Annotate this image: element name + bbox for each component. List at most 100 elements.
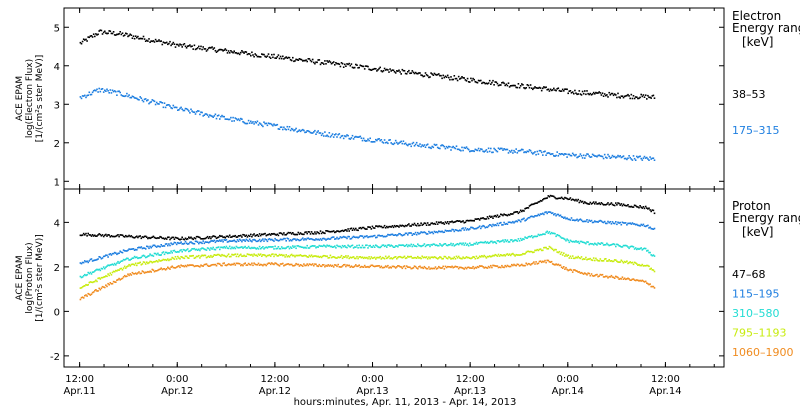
data-point (415, 233, 418, 236)
data-point (585, 93, 587, 96)
data-point (330, 256, 333, 259)
data-point (226, 52, 229, 54)
data-point (324, 255, 326, 257)
data-point (471, 244, 473, 246)
data-point (371, 257, 374, 260)
data-point (79, 234, 82, 237)
data-point (226, 235, 229, 237)
data-point (599, 155, 602, 157)
data-point (230, 50, 232, 52)
data-point (117, 252, 119, 255)
data-point (630, 279, 633, 281)
data-point (317, 255, 319, 258)
data-point (598, 242, 600, 245)
data-point (142, 247, 145, 249)
data-point (206, 114, 209, 116)
data-point (429, 224, 431, 226)
data-point (82, 261, 85, 264)
data-point (551, 248, 554, 251)
data-point (502, 214, 504, 217)
data-point (254, 121, 256, 123)
data-point (577, 93, 579, 95)
data-point (241, 246, 243, 248)
data-point (618, 278, 620, 280)
data-point (419, 72, 421, 74)
data-point (412, 224, 415, 226)
y-axis-label-line: ACE EPAM (15, 76, 25, 121)
data-point (426, 244, 429, 246)
data-point (638, 280, 640, 282)
data-point (389, 257, 391, 260)
data-point (84, 234, 86, 236)
data-point (227, 247, 230, 250)
data-point (216, 246, 219, 249)
data-point (501, 264, 503, 267)
data-point (530, 263, 533, 265)
data-point (443, 243, 446, 245)
data-point (282, 247, 284, 250)
data-point (563, 90, 565, 92)
data-point (324, 265, 326, 268)
data-point (275, 253, 277, 256)
data-point (175, 251, 178, 253)
data-point (574, 199, 576, 202)
data-point (149, 260, 151, 263)
data-point (538, 149, 541, 152)
data-point (357, 67, 359, 69)
data-point (442, 144, 444, 147)
data-point (146, 236, 148, 238)
data-point (505, 222, 508, 225)
data-point (627, 246, 629, 248)
data-point (262, 238, 264, 240)
data-point (363, 256, 366, 259)
data-point (362, 137, 365, 140)
data-point (338, 230, 341, 233)
data-point (309, 245, 312, 248)
data-point (92, 33, 95, 35)
data-point (84, 94, 86, 97)
data-point (627, 157, 629, 159)
data-point (96, 280, 98, 283)
data-point (379, 235, 381, 237)
data-point (413, 145, 416, 147)
data-point (370, 246, 373, 248)
data-point (86, 295, 88, 297)
data-point (105, 233, 107, 236)
data-point (198, 236, 200, 238)
data-point (290, 127, 293, 130)
data-point (87, 261, 89, 264)
data-point (478, 80, 481, 82)
data-point (355, 257, 357, 260)
data-point (226, 241, 229, 243)
data-point (116, 262, 118, 264)
data-point (157, 237, 159, 239)
data-point (193, 247, 196, 250)
data-point (195, 255, 198, 258)
data-point (540, 200, 543, 202)
data-point (284, 237, 286, 240)
data-point (152, 99, 155, 102)
data-point (442, 244, 444, 246)
data-point (158, 39, 160, 41)
data-point (134, 256, 137, 259)
data-point (501, 224, 503, 226)
y-axis-label-line: [1/(cm²s ster MeV)] (35, 55, 45, 142)
data-point (622, 244, 625, 247)
data-point (132, 35, 135, 37)
data-point (205, 256, 208, 259)
data-point (210, 247, 212, 249)
data-point (139, 96, 141, 98)
data-point (123, 265, 126, 268)
data-point (355, 264, 357, 266)
data-point (649, 251, 651, 254)
data-point (532, 262, 534, 265)
data-point (570, 257, 573, 259)
data-point (280, 263, 283, 265)
data-point (349, 64, 352, 67)
data-point (294, 60, 296, 62)
data-point (256, 234, 259, 236)
data-point (137, 257, 139, 260)
data-point (636, 248, 638, 251)
data-point (393, 234, 396, 236)
